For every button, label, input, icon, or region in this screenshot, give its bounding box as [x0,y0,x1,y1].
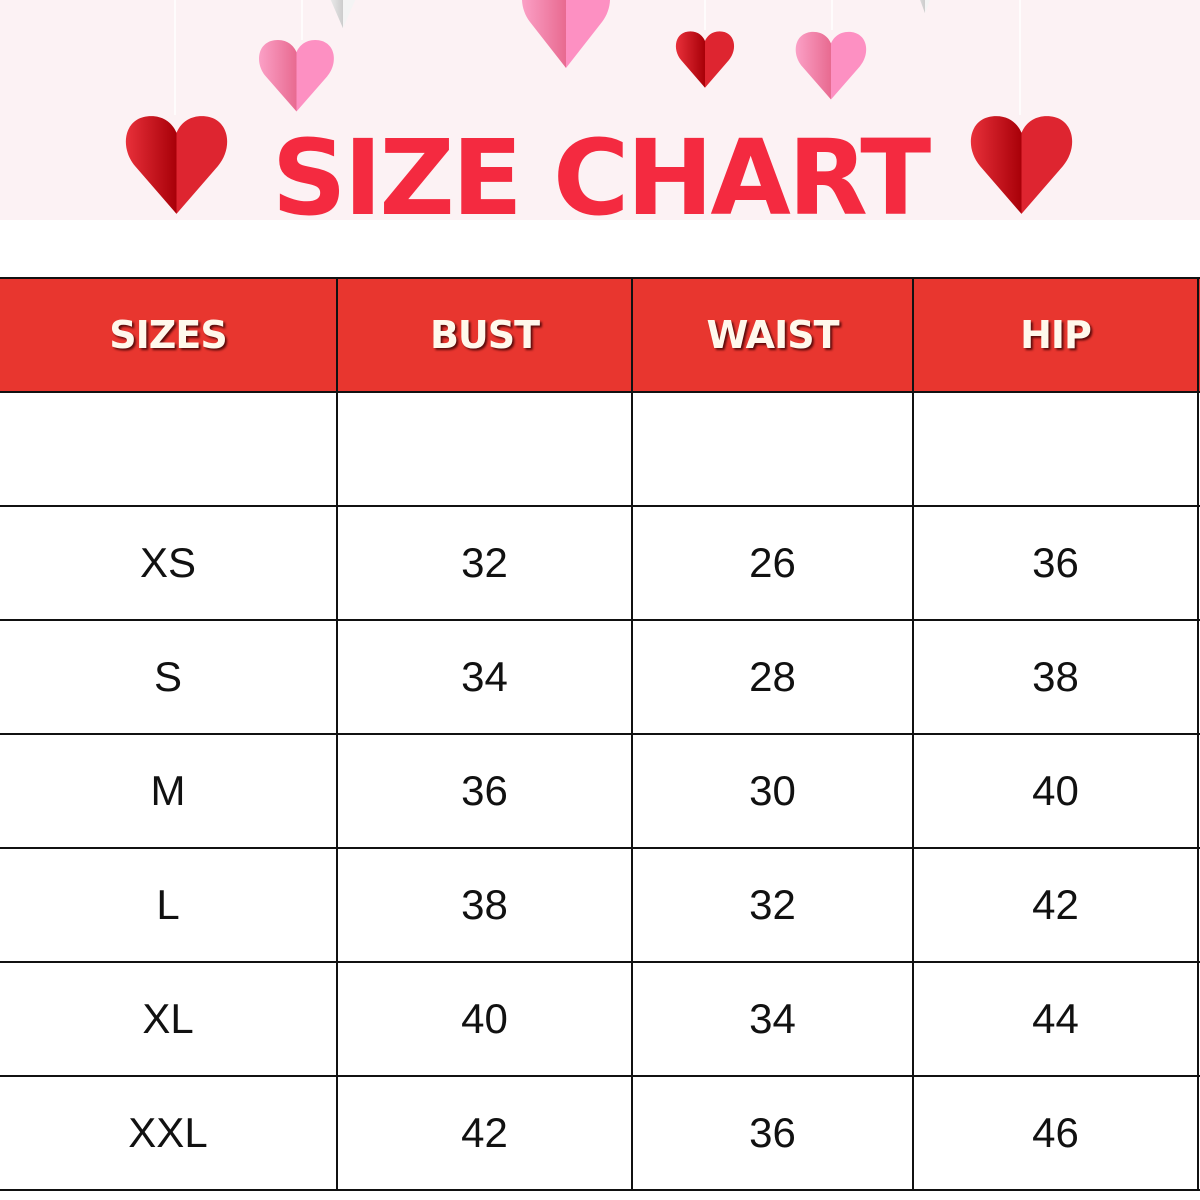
header-sizes: SIZES [0,277,338,393]
table-header-row: SIZES BUST WAIST HIP [0,277,1200,393]
cell-cut-off [1197,1075,1200,1191]
header-cut-off [1197,277,1200,393]
cell-bust: 32 [336,505,633,621]
table-row [0,391,1200,507]
cell-hip: 38 [912,619,1199,735]
cell-size: S [0,619,338,735]
cell-waist: 30 [631,733,914,849]
cell-cut-off [1197,847,1200,963]
cell-hip: 40 [912,733,1199,849]
table-row: L 38 32 42 [0,847,1200,963]
table-row: M 36 30 40 [0,733,1200,849]
cell-cut-off [1197,961,1200,1077]
heart-icon [907,0,943,14]
heart-icon [675,31,735,88]
cell-size: L [0,847,338,963]
cell-waist: 28 [631,619,914,735]
cell-hip: 46 [912,1075,1199,1191]
cell-hip: 36 [912,505,1199,621]
cell-cut-off [1197,505,1200,621]
cell-cut-off [1197,391,1200,507]
table-row: XXL 42 36 46 [0,1075,1200,1191]
table-row: S 34 28 38 [0,619,1200,735]
cell-cut-off [1197,619,1200,735]
cell-size: XS [0,505,338,621]
heart-icon [259,40,334,112]
heart-icon [521,0,611,68]
page-title: SIZE CHART [271,118,931,220]
cell-waist [631,391,914,507]
cell-bust: 34 [336,619,633,735]
cell-waist: 36 [631,1075,914,1191]
cell-size: M [0,733,338,849]
cell-bust [336,391,633,507]
header-bust: BUST [336,277,633,393]
hanging-hearts-decoration [125,0,1073,214]
cell-bust: 40 [336,961,633,1077]
cell-waist: 26 [631,505,914,621]
cell-waist: 32 [631,847,914,963]
cell-waist: 34 [631,961,914,1077]
cell-cut-off [1197,733,1200,849]
cell-bust: 36 [336,733,633,849]
cell-hip: 44 [912,961,1199,1077]
size-table: SIZES BUST WAIST HIP XS 32 26 36 S 34 28 38 M 36 3… [0,277,1200,1191]
table-row: XL 40 34 44 [0,961,1200,1077]
cell-bust: 42 [336,1075,633,1191]
cell-size: XL [0,961,338,1077]
header-waist: WAIST [631,277,914,393]
heart-icon [795,31,867,100]
cell-size: XXL [0,1075,338,1191]
cell-hip [912,391,1199,507]
table-row: XS 32 26 36 [0,505,1200,621]
header-hip: HIP [912,277,1199,393]
cell-bust: 38 [336,847,633,963]
cell-hip: 42 [912,847,1199,963]
cell-size [0,391,338,507]
heart-icon [320,0,366,29]
